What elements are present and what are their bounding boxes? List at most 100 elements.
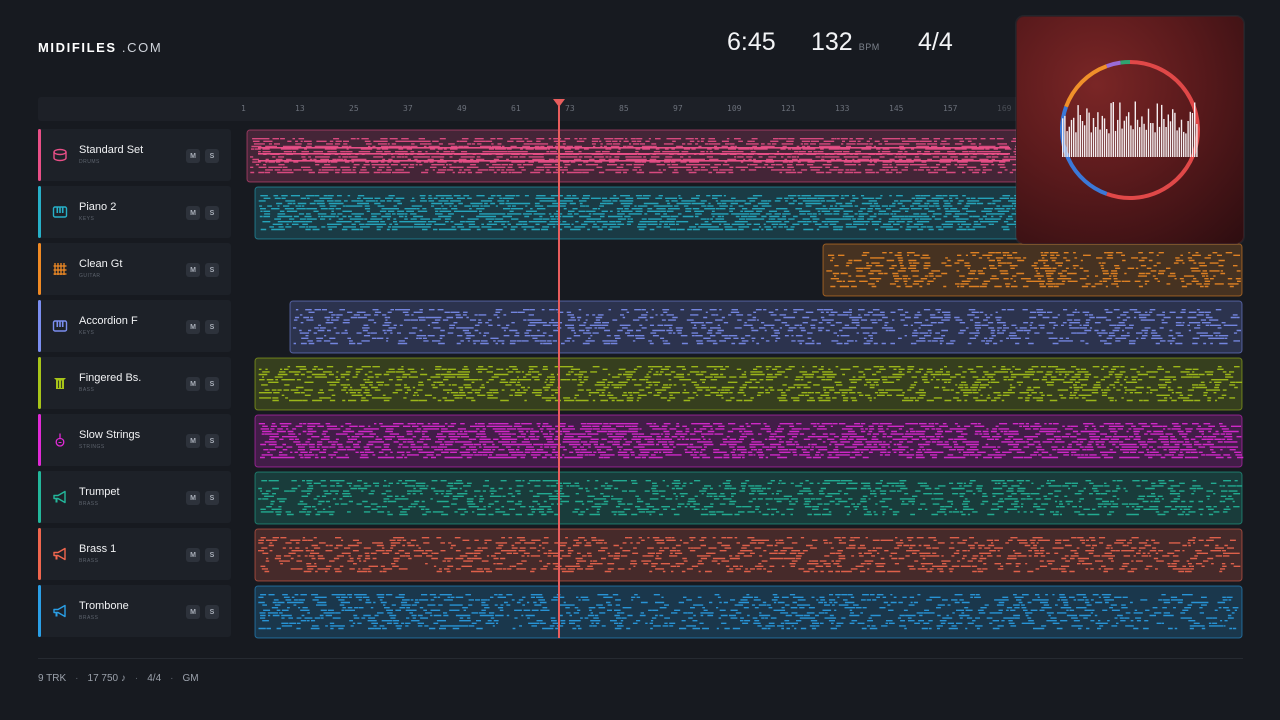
footer-track-count: 9 TRK (38, 673, 67, 684)
solo-button[interactable]: S (205, 434, 219, 448)
bass-icon (52, 375, 68, 391)
midi-clip[interactable] (822, 243, 1243, 297)
visualizer-bar (1106, 129, 1108, 157)
playhead-line[interactable] (558, 106, 560, 638)
visualizer-bar (1178, 127, 1180, 157)
visualizer-bar (1084, 125, 1086, 157)
note-cluster (258, 480, 1243, 516)
track-name: Brass 1 (79, 543, 117, 555)
solo-button[interactable]: S (205, 605, 219, 619)
solo-button[interactable]: S (205, 149, 219, 163)
visualizer-ring-segment (1106, 60, 1121, 68)
track-header[interactable]: Slow Strings STRINGS M S (38, 414, 231, 466)
midi-clip[interactable] (254, 471, 1243, 525)
track-color-stripe (38, 528, 41, 580)
ruler-tick-label: 97 (673, 104, 683, 113)
track-category: GUITAR (79, 273, 101, 279)
visualizer-bar (1099, 129, 1101, 157)
visualizer-bar (1108, 133, 1110, 157)
track-color-stripe (38, 243, 41, 295)
ruler-tick-label: 49 (457, 104, 467, 113)
visualizer-bar (1183, 131, 1185, 157)
visualizer-bar (1075, 132, 1077, 157)
ruler-tick-label: 109 (727, 104, 742, 113)
brand-logo: MIDIFILES .COM (38, 40, 162, 55)
track-header[interactable]: Clean Gt GUITAR M S (38, 243, 231, 295)
footer-meter: 4/4 (147, 673, 162, 684)
ruler-tick-label: 157 (943, 104, 958, 113)
midi-clip[interactable] (254, 357, 1243, 411)
visualizer-bar (1185, 133, 1187, 157)
track-name: Slow Strings (79, 429, 141, 441)
track-name: Piano 2 (79, 201, 117, 213)
track-header[interactable]: Brass 1 BRASS M S (38, 528, 231, 580)
visualizer-bar (1114, 130, 1117, 157)
ruler-tick-label: 145 (889, 104, 904, 113)
visualizer-bar (1095, 127, 1097, 157)
visualizer-bar (1123, 120, 1125, 157)
track-header[interactable]: Fingered Bs. BASS M S (38, 357, 231, 409)
visualizer-bar (1156, 103, 1158, 157)
solo-button[interactable]: S (205, 548, 219, 562)
ruler-tick-label: 25 (349, 104, 359, 113)
clip-background (254, 528, 1243, 582)
visualizer-bar (1097, 112, 1099, 157)
midi-clip[interactable] (289, 300, 1243, 354)
album-art-visualizer (1016, 16, 1244, 244)
track-name: Trombone (79, 600, 129, 612)
midi-clip[interactable] (254, 414, 1244, 468)
visualizer-bar (1119, 102, 1121, 157)
clip-background (254, 471, 1243, 525)
visualizer-bar (1191, 113, 1194, 157)
clip-background (289, 300, 1243, 354)
solo-button[interactable]: S (205, 206, 219, 220)
track-category: BRASS (79, 501, 99, 507)
piano-icon (52, 204, 68, 220)
visualizer-bar (1062, 118, 1064, 157)
track-color-stripe (38, 129, 41, 181)
solo-button[interactable]: S (205, 491, 219, 505)
track-header[interactable]: Accordion F KEYS M S (38, 300, 231, 352)
ruler-tick-label: 169 (997, 104, 1012, 113)
visualizer-bar (1187, 121, 1189, 157)
track-header[interactable]: Trombone BRASS M S (38, 585, 231, 637)
mute-button[interactable]: M (186, 320, 200, 334)
visualizer-bar (1121, 128, 1123, 157)
midi-clip[interactable] (246, 129, 1243, 183)
mute-button[interactable]: M (186, 149, 200, 163)
visualizer-bar (1161, 104, 1163, 157)
track-color-stripe (38, 186, 41, 238)
accordion-icon (52, 318, 68, 334)
tempo-readout: 132 BPM (811, 28, 880, 58)
midi-clip[interactable] (254, 528, 1243, 582)
mute-button[interactable]: M (186, 434, 200, 448)
solo-button[interactable]: S (205, 320, 219, 334)
track-header[interactable]: Standard Set DRUMS M S (38, 129, 231, 181)
track-header[interactable]: Piano 2 KEYS M S (38, 186, 231, 238)
mute-button[interactable]: M (186, 548, 200, 562)
visualizer-bar (1139, 127, 1141, 157)
mute-button[interactable]: M (186, 377, 200, 391)
visualizer-bar (1165, 127, 1167, 157)
midi-clip[interactable] (254, 585, 1243, 639)
visualizer-bar (1073, 117, 1075, 157)
ruler-tick-label: 61 (511, 104, 521, 113)
solo-button[interactable]: S (205, 377, 219, 391)
visualizer-bar (1090, 132, 1092, 157)
mute-button[interactable]: M (186, 605, 200, 619)
mute-button[interactable]: M (186, 263, 200, 277)
footer-separator: · (170, 673, 174, 684)
solo-button[interactable]: S (205, 263, 219, 277)
note-cluster (258, 423, 1244, 459)
track-color-stripe (38, 357, 41, 409)
track-header[interactable]: Trumpet BRASS M S (38, 471, 231, 523)
tempo-value: 132 (811, 28, 853, 56)
playhead-marker[interactable] (553, 99, 565, 107)
track-name: Fingered Bs. (79, 372, 142, 384)
visualizer-bar (1092, 118, 1095, 157)
midi-clip[interactable] (254, 186, 1243, 240)
track-color-stripe (38, 300, 41, 352)
violin-icon (52, 432, 68, 448)
mute-button[interactable]: M (186, 491, 200, 505)
mute-button[interactable]: M (186, 206, 200, 220)
